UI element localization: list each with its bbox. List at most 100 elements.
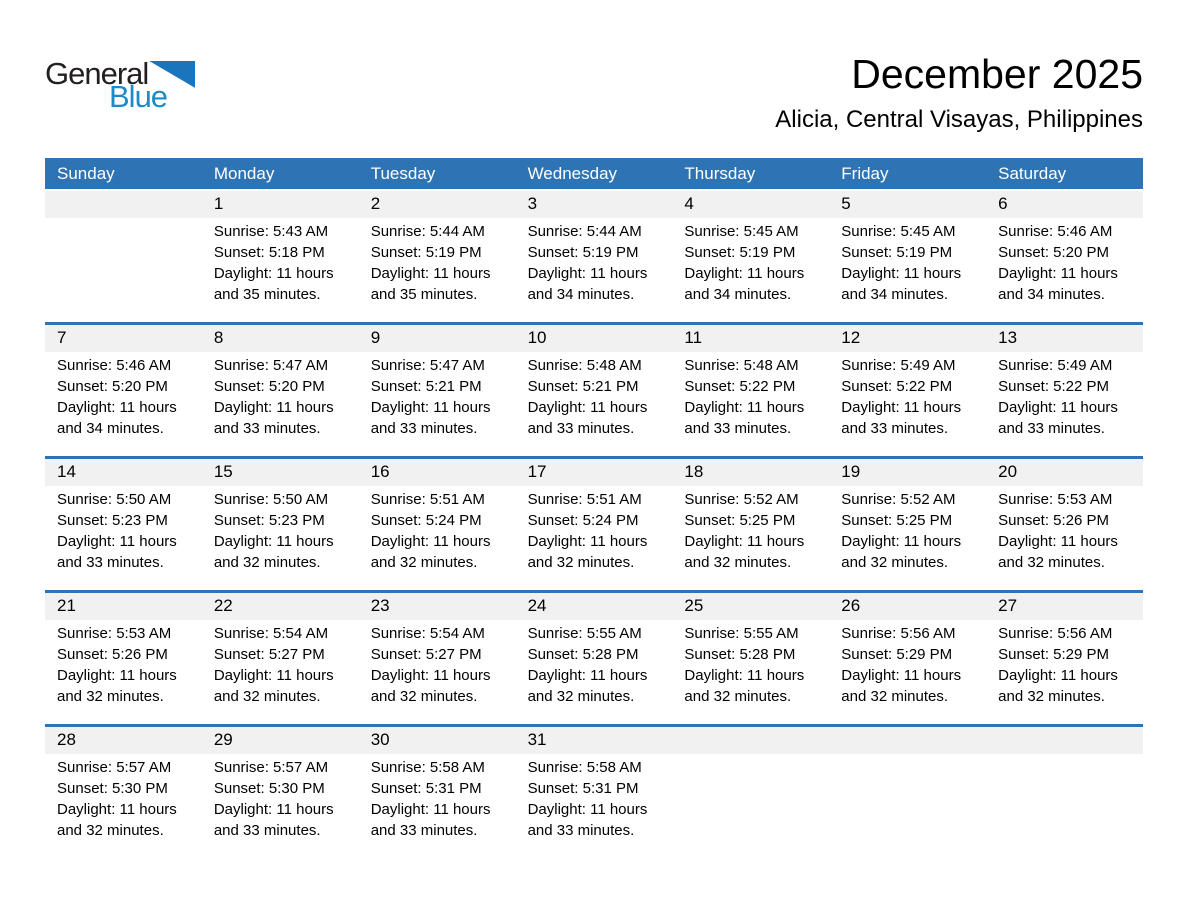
general-blue-logo: General Blue (45, 52, 196, 114)
day-detail-line: Sunrise: 5:44 AM (527, 223, 642, 240)
day-details (829, 754, 986, 858)
day-detail-line: and 33 minutes. (57, 554, 164, 571)
day-detail-line: Sunrise: 5:58 AM (527, 759, 642, 776)
day-detail-line: Sunset: 5:31 PM (527, 780, 639, 797)
day-details: Sunrise: 5:45 AM Sunset: 5:19 PM Daylight:… (829, 218, 986, 322)
day-detail-line: Sunrise: 5:47 AM (213, 357, 329, 374)
day-cell: 15 Sunrise: 5:50 AM Sunset: 5:23 PM Dayligh… (201, 459, 359, 590)
day-detail-line: Daylight: 11 hours (213, 801, 334, 818)
day-detail-line: and 33 minutes. (527, 822, 635, 839)
day-number (986, 727, 1143, 754)
day-detail-line: and 33 minutes. (527, 420, 635, 437)
day-cell: 1 Sunrise: 5:43 AM Sunset: 5:18 PM Daylight… (201, 191, 359, 322)
day-cell: 12 Sunrise: 5:49 AM Sunset: 5:22 PM Dayligh… (829, 325, 987, 456)
page-subtitle: Alicia, Central Visayas, Philippines (775, 106, 1143, 134)
logo-text-blue: Blue (109, 79, 168, 114)
day-detail-line: and 32 minutes. (370, 688, 478, 705)
day-detail-line: Sunset: 5:22 PM (684, 378, 796, 395)
day-detail-line: and 35 minutes. (370, 286, 478, 303)
day-details: Sunrise: 5:56 AM Sunset: 5:29 PM Daylight:… (829, 620, 986, 724)
day-detail-line: Sunrise: 5:44 AM (370, 223, 485, 240)
day-detail-line: Sunrise: 5:45 AM (841, 223, 956, 240)
day-details: Sunrise: 5:53 AM Sunset: 5:26 PM Daylight:… (986, 486, 1143, 590)
day-detail-line: and 33 minutes. (213, 822, 321, 839)
day-detail-line: Daylight: 11 hours (841, 399, 962, 416)
day-number: 20 (986, 459, 1143, 486)
empty-day-cell (986, 727, 1143, 858)
day-detail-line: and 32 minutes. (841, 688, 949, 705)
day-detail-line: Daylight: 11 hours (527, 265, 648, 282)
day-detail-line: Sunset: 5:19 PM (841, 244, 953, 261)
day-detail-line: Sunrise: 5:51 AM (370, 491, 485, 508)
day-detail-line: Sunrise: 5:52 AM (684, 491, 799, 508)
day-details (45, 218, 202, 322)
day-number: 28 (45, 727, 202, 754)
day-cell: 3 Sunrise: 5:44 AM Sunset: 5:19 PM Daylight… (515, 191, 673, 322)
day-number: 19 (829, 459, 987, 486)
day-number (45, 191, 202, 218)
day-detail-line: Sunrise: 5:45 AM (684, 223, 799, 240)
day-detail-line: Daylight: 11 hours (213, 265, 334, 282)
day-detail-line: and 34 minutes. (684, 286, 792, 303)
day-number: 27 (986, 593, 1143, 620)
logo-text-general: General (45, 56, 149, 91)
day-number (829, 727, 987, 754)
day-detail-line: Sunset: 5:22 PM (998, 378, 1110, 395)
day-details: Sunrise: 5:51 AM Sunset: 5:24 PM Daylight:… (516, 486, 673, 590)
day-details: Sunrise: 5:44 AM Sunset: 5:19 PM Daylight:… (516, 218, 673, 322)
weekday-thursday: Thursday (684, 164, 756, 183)
day-detail-line: Sunset: 5:27 PM (213, 646, 325, 663)
day-details: Sunrise: 5:58 AM Sunset: 5:31 PM Daylight:… (516, 754, 673, 858)
empty-day-cell (45, 191, 202, 322)
day-detail-line: Sunset: 5:20 PM (998, 244, 1110, 261)
day-number: 1 (201, 191, 359, 218)
day-detail-line: Daylight: 11 hours (57, 399, 177, 416)
day-detail-line: Daylight: 11 hours (527, 533, 648, 550)
day-detail-line: and 32 minutes. (998, 688, 1105, 705)
day-detail-line: Daylight: 11 hours (370, 667, 491, 684)
day-detail-line: Sunset: 5:29 PM (841, 646, 953, 663)
day-detail-line: and 33 minutes. (213, 420, 321, 437)
day-number: 3 (515, 191, 673, 218)
day-detail-line: Sunset: 5:30 PM (213, 780, 325, 797)
day-cell: 29 Sunrise: 5:57 AM Sunset: 5:30 PM Dayligh… (201, 727, 359, 858)
day-cell: 31 Sunrise: 5:58 AM Sunset: 5:31 PM Dayligh… (515, 727, 673, 858)
day-detail-line: Sunrise: 5:54 AM (370, 625, 485, 642)
day-detail-line: Sunset: 5:23 PM (213, 512, 325, 529)
weekday-saturday: Saturday (998, 164, 1067, 183)
day-details (672, 754, 829, 858)
day-cell: 11 Sunrise: 5:48 AM Sunset: 5:22 PM Dayligh… (672, 325, 830, 456)
day-number: 8 (201, 325, 359, 352)
day-detail-line: Sunrise: 5:54 AM (213, 625, 329, 642)
day-detail-line: and 32 minutes. (684, 554, 792, 571)
day-detail-line: Sunset: 5:27 PM (370, 646, 482, 663)
day-detail-line: Daylight: 11 hours (370, 801, 491, 818)
day-detail-line: Sunrise: 5:50 AM (57, 491, 172, 508)
day-detail-line: and 34 minutes. (57, 420, 164, 437)
day-detail-line: Sunrise: 5:51 AM (527, 491, 642, 508)
title-block: December 2025 Alicia, Central Visayas, P… (775, 51, 1143, 134)
day-detail-line: Sunrise: 5:48 AM (527, 357, 642, 374)
day-number: 5 (829, 191, 987, 218)
day-detail-line: Daylight: 11 hours (527, 801, 648, 818)
day-detail-line: and 32 minutes. (684, 688, 792, 705)
day-cell: 17 Sunrise: 5:51 AM Sunset: 5:24 PM Dayligh… (515, 459, 673, 590)
day-cell: 18 Sunrise: 5:52 AM Sunset: 5:25 PM Dayligh… (672, 459, 830, 590)
page-header: General Blue December 2025 Alicia, Centr… (45, 0, 1143, 158)
day-detail-line: Sunrise: 5:50 AM (213, 491, 329, 508)
day-detail-line: Sunrise: 5:55 AM (527, 625, 642, 642)
day-cell: 5 Sunrise: 5:45 AM Sunset: 5:19 PM Daylight… (829, 191, 987, 322)
day-detail-line: and 32 minutes. (527, 688, 635, 705)
weekday-wednesday: Wednesday (527, 164, 618, 183)
day-number: 2 (358, 191, 516, 218)
day-detail-line: Sunset: 5:23 PM (57, 512, 168, 529)
day-detail-line: Sunrise: 5:57 AM (57, 759, 172, 776)
empty-day-cell (672, 727, 830, 858)
day-detail-line: Sunrise: 5:48 AM (684, 357, 799, 374)
day-detail-line: Sunset: 5:31 PM (370, 780, 482, 797)
day-number: 21 (45, 593, 202, 620)
day-cell: 4 Sunrise: 5:45 AM Sunset: 5:19 PM Daylight… (672, 191, 830, 322)
day-detail-line: Daylight: 11 hours (57, 667, 177, 684)
day-detail-line: and 32 minutes. (57, 688, 164, 705)
day-detail-line: Daylight: 11 hours (684, 667, 805, 684)
